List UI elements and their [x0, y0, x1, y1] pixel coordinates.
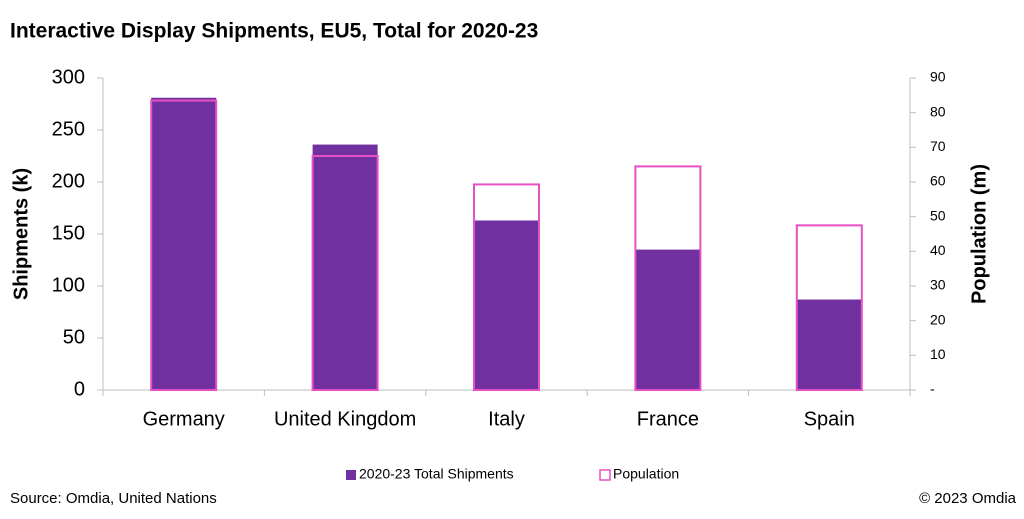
- bar: [474, 220, 539, 390]
- y-axis-label: Shipments (k): [10, 168, 32, 300]
- y-tick-label: 0: [74, 378, 85, 400]
- y-tick-label: 150: [52, 222, 85, 244]
- bar: [635, 249, 701, 390]
- bar: [796, 299, 862, 390]
- y2-tick-label: 60: [930, 173, 946, 189]
- y2-tick-label: 90: [930, 69, 946, 85]
- y-tick-label: 300: [52, 66, 85, 88]
- y2-tick-label: 30: [930, 277, 946, 293]
- legend-label: 2020-23 Total Shipments: [359, 466, 514, 482]
- x-tick-label: Germany: [143, 408, 225, 430]
- bar: [151, 97, 217, 390]
- source: Source: Omdia, United Nations: [10, 490, 217, 507]
- population-outline: [150, 99, 218, 392]
- y2-tick-label: 40: [930, 242, 946, 258]
- y2-tick-label: 70: [930, 138, 946, 154]
- x-tick-label: United Kingdom: [274, 408, 416, 430]
- y2-axis-label: Population (m): [968, 164, 990, 304]
- x-tick-label: Spain: [804, 408, 855, 430]
- population-outline: [311, 155, 379, 391]
- y-tick-label: 100: [52, 274, 85, 296]
- population-outline: [634, 165, 702, 391]
- y2-tick-label: 80: [930, 103, 946, 119]
- y-tick-label: 200: [52, 170, 85, 192]
- y2-tick-label: 50: [930, 207, 946, 223]
- population-outline: [473, 183, 540, 391]
- chart-title: Interactive Display Shipments, EU5, Tota…: [10, 20, 538, 43]
- y-tick-label: 50: [63, 326, 85, 348]
- legend-label: Population: [613, 466, 679, 482]
- bar: [312, 144, 378, 390]
- x-tick-label: Italy: [488, 408, 525, 430]
- y-tick-label: 250: [52, 118, 85, 140]
- population-outline: [795, 224, 863, 391]
- x-tick-label: France: [637, 408, 699, 430]
- legend-swatch: [346, 470, 356, 480]
- legend-swatch: [599, 469, 611, 481]
- y2-tick-label: 10: [930, 346, 946, 362]
- y2-tick-label: -: [930, 381, 935, 397]
- copyright: © 2023 Omdia: [919, 490, 1017, 507]
- y2-tick-label: 20: [930, 311, 946, 327]
